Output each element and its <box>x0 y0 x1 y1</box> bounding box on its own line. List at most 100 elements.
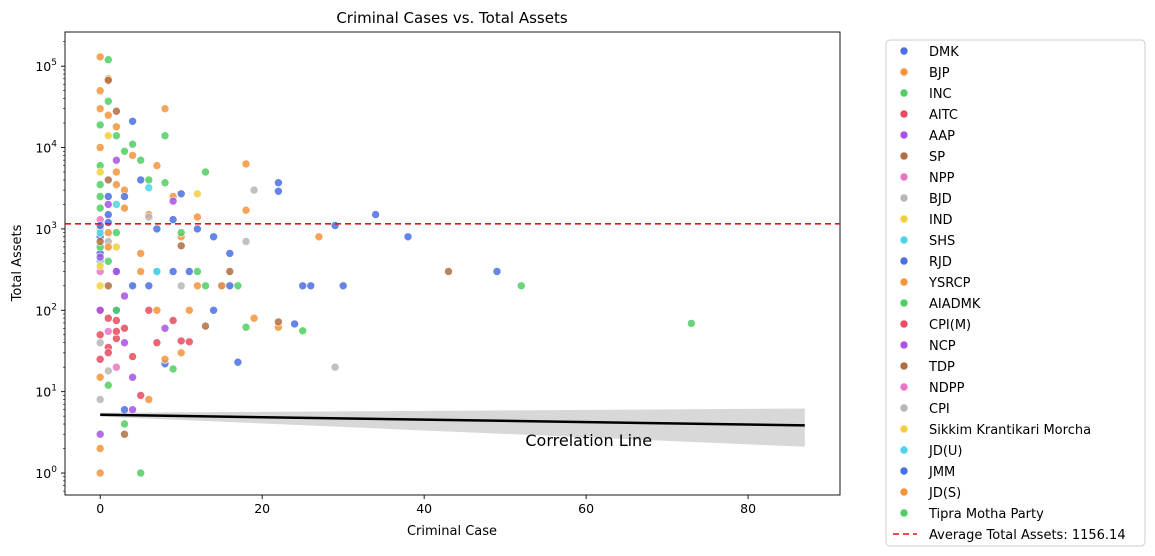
legend-marker <box>899 487 909 497</box>
x-tick-label: 60 <box>578 501 594 516</box>
legend-marker <box>899 508 909 518</box>
data-point <box>233 281 243 291</box>
data-point <box>152 267 162 276</box>
data-point <box>95 281 105 291</box>
data-point <box>95 221 105 230</box>
data-point <box>112 155 121 165</box>
data-point <box>274 178 283 187</box>
data-point <box>95 120 105 130</box>
legend-label: TDP <box>928 360 955 375</box>
data-point <box>314 232 324 242</box>
data-point <box>330 362 340 372</box>
legend-label: INC <box>929 87 952 102</box>
x-axis-title: Criminal Case <box>407 524 497 539</box>
legend-label: YSRCP <box>928 276 971 291</box>
legend-marker <box>899 298 909 308</box>
data-point <box>144 305 154 315</box>
x-tick-label: 20 <box>254 501 270 516</box>
data-point <box>168 196 178 206</box>
regression-line <box>100 413 805 427</box>
data-point <box>95 261 105 271</box>
data-point <box>95 180 105 189</box>
data-point <box>176 241 186 251</box>
data-point <box>95 203 105 213</box>
legend-label: NCP <box>929 339 956 354</box>
data-point <box>120 405 129 415</box>
data-point <box>298 326 308 336</box>
legend-box <box>885 39 1146 547</box>
legend-marker <box>899 382 909 392</box>
legend-label: SHS <box>929 234 955 249</box>
legend-label: AITC <box>929 108 958 123</box>
legend-marker <box>899 172 909 182</box>
data-point <box>136 391 145 400</box>
data-point <box>120 147 129 156</box>
legend-label: NDPP <box>929 381 965 396</box>
data-point <box>104 256 113 266</box>
data-point <box>95 237 105 246</box>
y-tick-label: 103 <box>35 221 57 237</box>
data-point <box>136 155 145 165</box>
data-point <box>168 267 178 276</box>
data-point <box>120 203 129 213</box>
data-point <box>225 267 235 276</box>
data-point <box>152 224 162 234</box>
plot-area: Correlation Line 0 20 40 60 80 100 101 102 103 10… <box>35 31 841 516</box>
legend-label: BJP <box>929 66 950 81</box>
data-point <box>185 305 194 315</box>
data-point <box>112 305 121 315</box>
data-point <box>112 334 121 343</box>
data-point <box>95 104 105 113</box>
y-tick-label: 101 <box>35 384 57 400</box>
data-point <box>225 249 235 258</box>
legend-label: IND <box>929 213 953 228</box>
data-point <box>687 319 696 328</box>
legend-marker <box>899 466 909 476</box>
data-point <box>136 175 145 185</box>
data-point <box>104 175 113 185</box>
legend-label: NPP <box>929 171 955 186</box>
data-point <box>193 267 202 276</box>
data-point <box>290 319 299 329</box>
legend-marker <box>899 46 909 56</box>
legend-marker <box>899 151 909 161</box>
data-point <box>104 192 113 201</box>
data-point <box>112 131 121 140</box>
data-point <box>112 316 121 325</box>
legend-marker <box>899 130 909 140</box>
legend-marker <box>899 340 909 350</box>
data-point <box>112 242 121 252</box>
data-point <box>104 55 113 65</box>
data-point <box>104 97 113 106</box>
data-point <box>209 232 218 242</box>
data-point <box>104 242 113 252</box>
data-point <box>128 281 137 291</box>
legend-marker <box>899 88 909 98</box>
data-point <box>128 117 137 126</box>
data-point <box>104 313 113 323</box>
data-point <box>120 291 129 301</box>
data-point <box>112 228 121 237</box>
legend-marker <box>899 361 909 371</box>
y-tick-label: 102 <box>35 302 57 318</box>
data-point <box>104 76 113 85</box>
legend-label: AAP <box>929 129 955 144</box>
data-point <box>152 338 162 348</box>
data-point <box>241 159 251 169</box>
legend-label: DMK <box>929 45 959 60</box>
legend-label: JD(U) <box>928 444 963 459</box>
x-tick-label: 40 <box>416 501 432 516</box>
data-point <box>144 183 154 193</box>
data-point <box>160 354 170 364</box>
data-point <box>104 210 113 219</box>
data-point <box>249 313 259 323</box>
data-point <box>233 357 243 367</box>
legend-label: RJD <box>929 255 952 270</box>
data-point <box>112 106 121 116</box>
y-tick-label: 104 <box>35 140 57 156</box>
data-point <box>112 122 121 132</box>
legend-label: Average Total Assets: 1156.14 <box>929 528 1126 543</box>
data-point <box>128 139 137 149</box>
data-point <box>95 372 105 382</box>
data-point <box>168 316 178 325</box>
